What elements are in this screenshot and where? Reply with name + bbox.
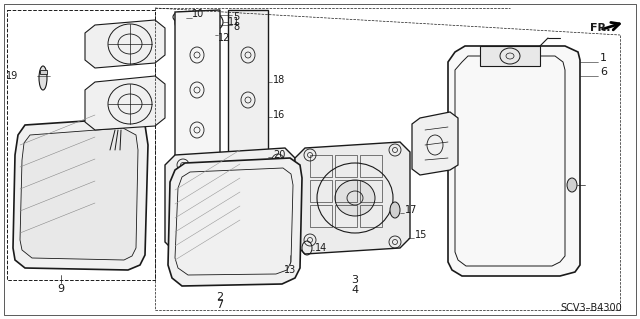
Polygon shape (268, 185, 320, 255)
Text: 11: 11 (228, 17, 240, 27)
Bar (188, 175, 193, 183)
Ellipse shape (335, 180, 375, 216)
Text: 3: 3 (351, 275, 358, 285)
Text: 12: 12 (218, 33, 230, 43)
Bar (335, 155, 357, 177)
Ellipse shape (567, 178, 577, 192)
Bar (335, 180, 357, 202)
Bar (480, 46, 540, 66)
Bar (310, 205, 332, 227)
Polygon shape (175, 10, 220, 255)
Bar (168, 172, 196, 194)
Bar (360, 205, 382, 227)
Text: 17: 17 (405, 205, 417, 215)
Text: 19: 19 (6, 71, 19, 81)
Text: FR.: FR. (590, 23, 611, 33)
Text: 20: 20 (273, 150, 285, 160)
Bar (335, 205, 357, 227)
Polygon shape (165, 148, 295, 252)
Text: 9: 9 (58, 284, 65, 294)
Text: 14: 14 (315, 243, 327, 253)
Text: 1: 1 (600, 53, 607, 63)
Text: SCV3–B4300: SCV3–B4300 (560, 303, 621, 313)
Polygon shape (168, 158, 302, 286)
Ellipse shape (39, 66, 47, 90)
Text: 8: 8 (233, 22, 239, 32)
Polygon shape (20, 128, 138, 260)
Text: 10: 10 (192, 9, 204, 19)
Bar (310, 180, 332, 202)
Text: 4: 4 (351, 285, 358, 295)
Text: 7: 7 (216, 300, 223, 310)
Bar (360, 180, 382, 202)
Text: 6: 6 (600, 67, 607, 77)
Bar (172, 175, 177, 183)
Polygon shape (85, 76, 165, 130)
Text: 16: 16 (273, 110, 285, 120)
Text: 15: 15 (415, 230, 428, 240)
Bar (180, 175, 185, 183)
Ellipse shape (390, 202, 400, 218)
Polygon shape (85, 20, 165, 68)
Bar (360, 155, 382, 177)
Bar (310, 155, 332, 177)
Text: 2: 2 (216, 292, 223, 302)
Polygon shape (13, 118, 148, 270)
Polygon shape (448, 46, 580, 276)
Polygon shape (228, 10, 268, 248)
Ellipse shape (277, 198, 313, 238)
Polygon shape (412, 112, 458, 175)
Text: 18: 18 (273, 75, 285, 85)
Text: 13: 13 (284, 265, 296, 275)
Ellipse shape (210, 182, 250, 218)
Bar (40, 70, 47, 74)
Polygon shape (295, 142, 410, 254)
Text: 5: 5 (233, 12, 239, 22)
Bar (7, 10, 155, 280)
